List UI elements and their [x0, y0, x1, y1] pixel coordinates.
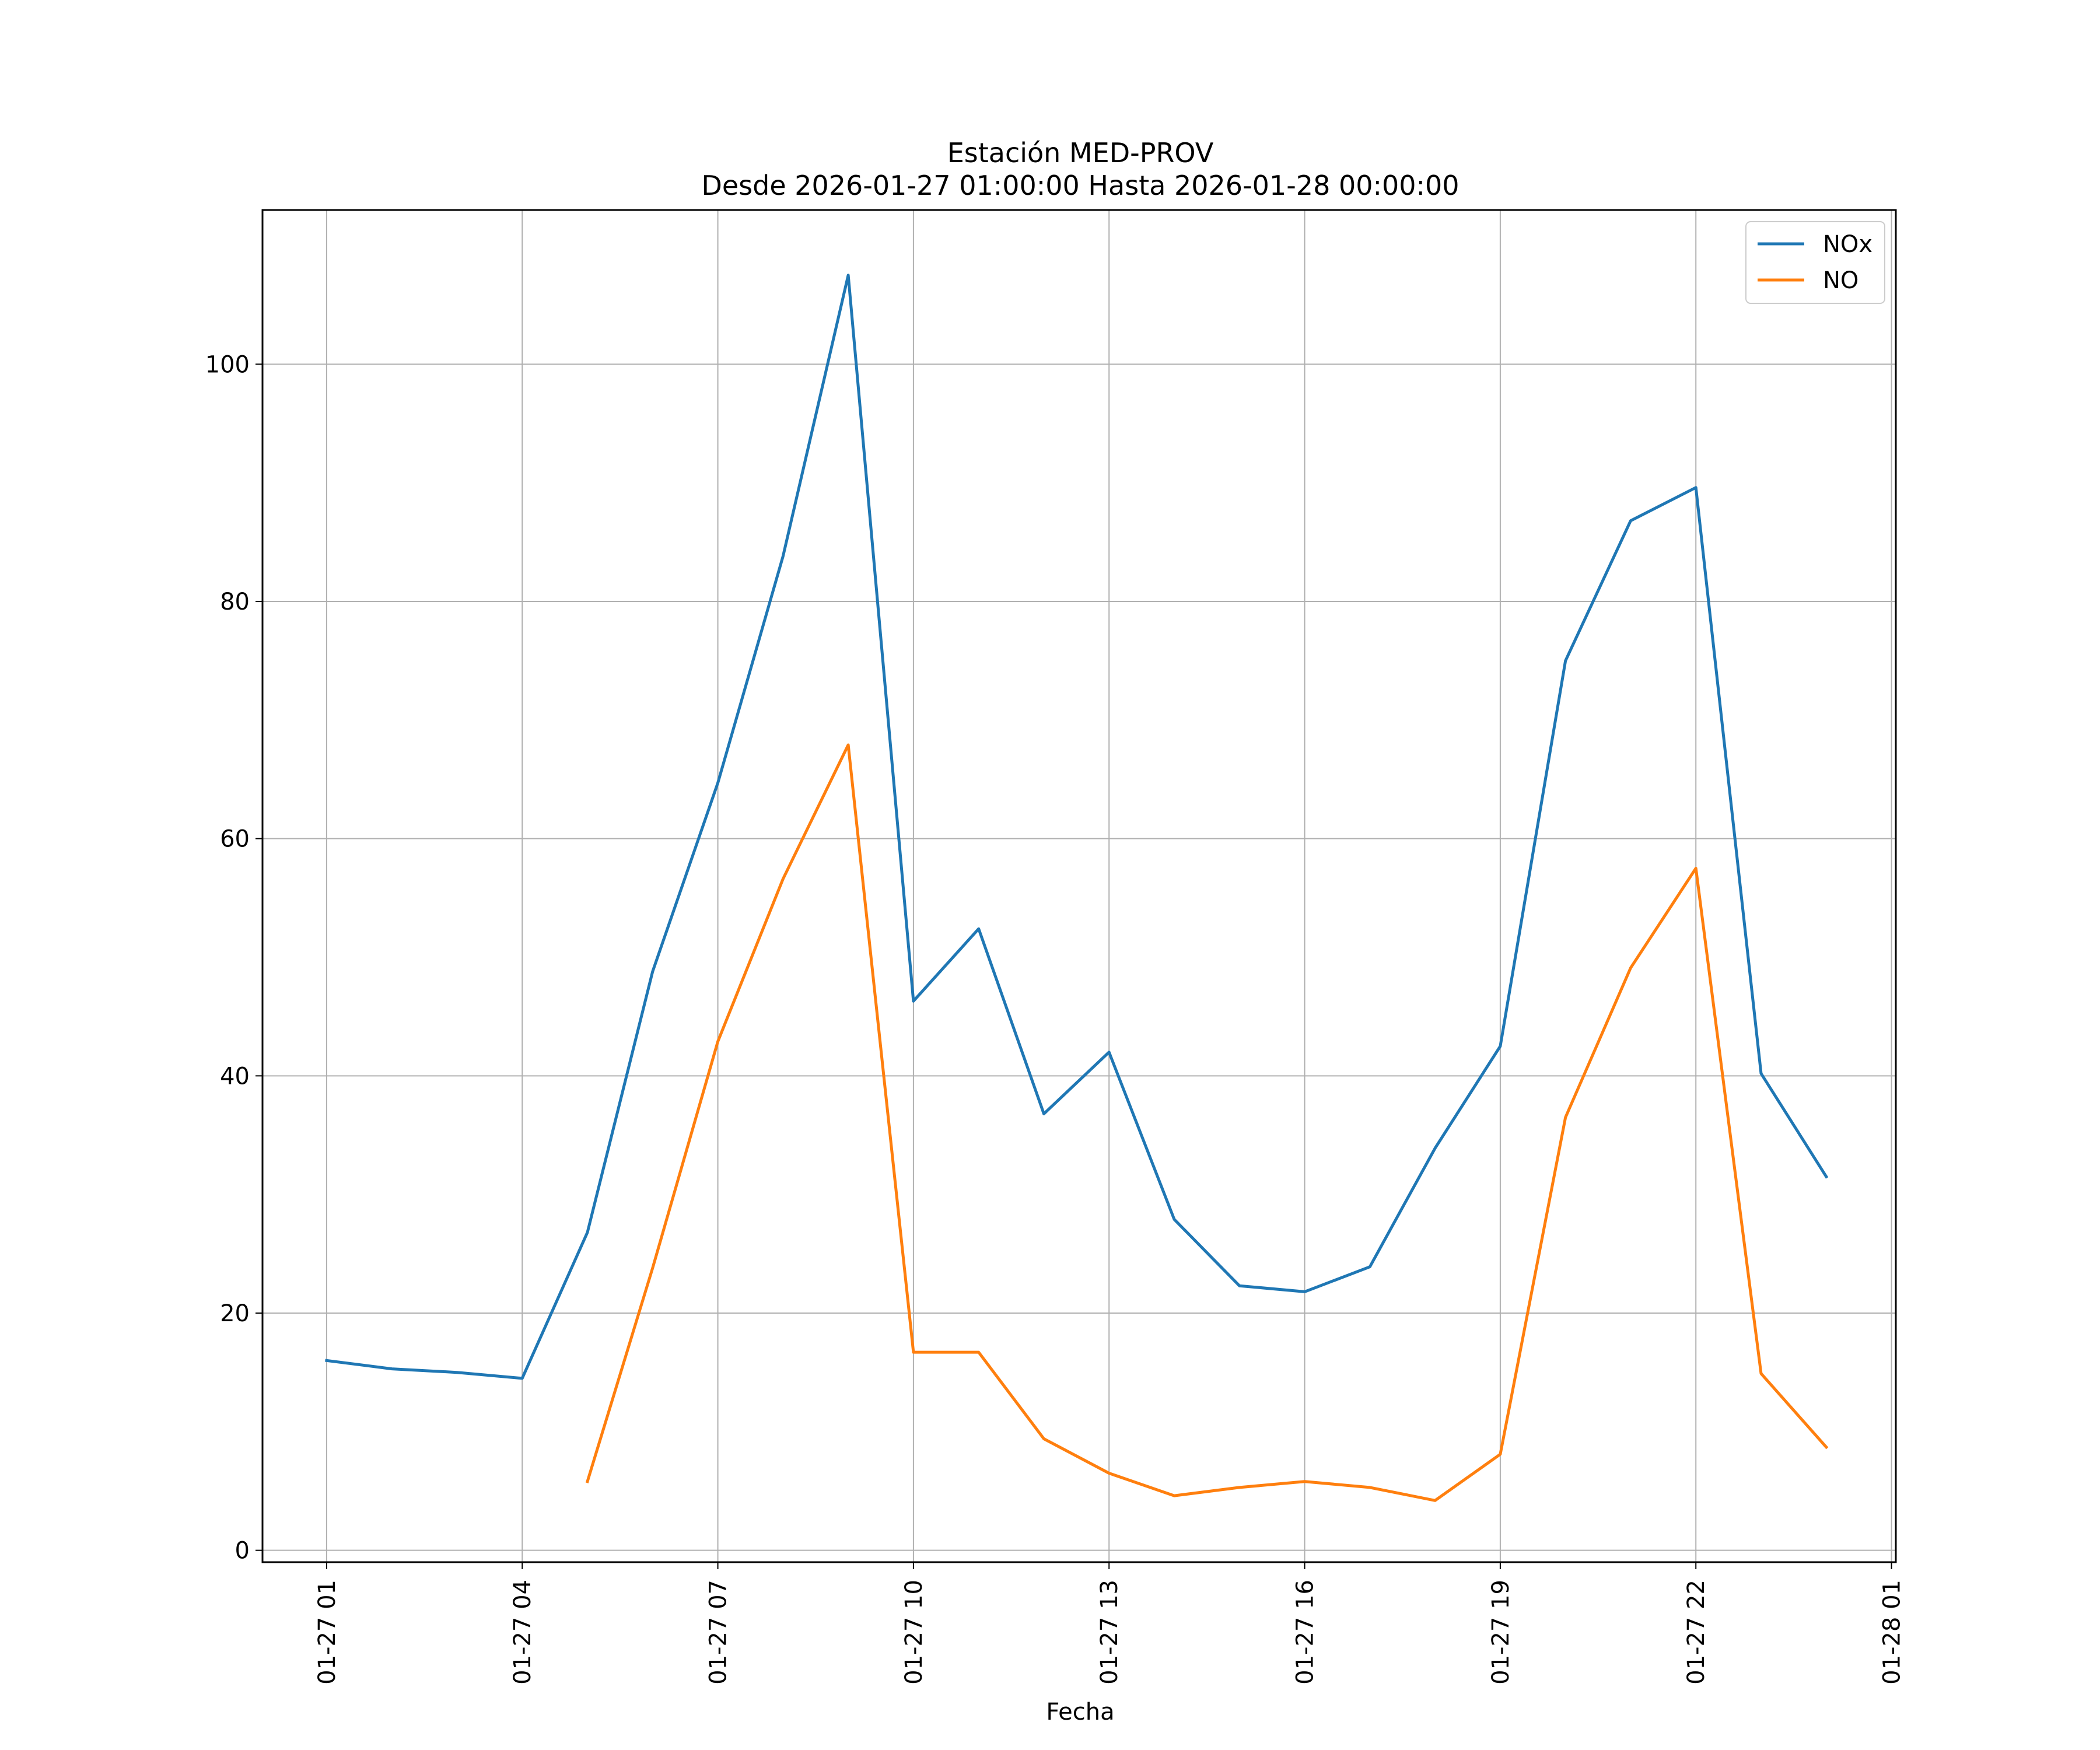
data-point-nox — [1760, 1073, 1762, 1074]
data-point-no — [1565, 1117, 1566, 1118]
legend-label-nox: NOx — [1823, 231, 1873, 258]
chart-title: Estación MED-PROV — [947, 137, 1214, 169]
series-line-nox — [325, 274, 1829, 1380]
data-point-no — [848, 744, 849, 746]
plot-frame — [261, 209, 1897, 1563]
x-tick-label: 01-27 22 — [1683, 1580, 1710, 1685]
data-point-no — [913, 1352, 914, 1353]
plot-series — [325, 274, 1829, 1502]
x-tick-label: 01-27 07 — [705, 1580, 732, 1685]
data-point-nox — [913, 1000, 914, 1002]
y-tick-label: 100 — [205, 351, 250, 378]
data-point-nox — [1565, 660, 1566, 662]
data-point-no — [978, 1352, 979, 1353]
legend-box — [1745, 221, 1885, 304]
data-point-nox — [587, 1232, 588, 1233]
y-tick-label: 80 — [220, 589, 250, 615]
data-point-nox — [1434, 1147, 1436, 1149]
y-tick-label: 20 — [220, 1300, 250, 1327]
data-point-nox — [1174, 1219, 1175, 1220]
series-line-no — [585, 743, 1829, 1502]
data-point-no — [1760, 1373, 1762, 1374]
data-point-no — [1239, 1487, 1240, 1488]
data-point-nox — [391, 1368, 393, 1370]
x-axis-label: Fecha — [1046, 1699, 1114, 1726]
x-tick-label: 01-27 13 — [1096, 1580, 1123, 1685]
data-point-no — [1108, 1473, 1110, 1474]
x-tick-label: 01-27 01 — [314, 1580, 341, 1685]
legend: NOx NO — [1745, 221, 1885, 304]
data-point-nox — [1630, 520, 1631, 522]
x-tick-label: 01-27 19 — [1488, 1580, 1514, 1685]
data-point-nox — [652, 971, 653, 972]
y-tick-label: 60 — [220, 826, 250, 853]
x-tick-label: 01-28 01 — [1879, 1580, 1906, 1685]
legend-label-no: NO — [1823, 267, 1859, 294]
x-tick-label: 01-27 10 — [901, 1580, 928, 1685]
y-tick-label: 40 — [220, 1063, 250, 1090]
data-point-no — [587, 1481, 588, 1482]
x-axis: 01-27 01 01-27 04 01-27 07 01-27 10 01-27 13… — [314, 1562, 1906, 1685]
x-tick-label: 01-27 16 — [1292, 1580, 1319, 1685]
data-point-nox — [326, 1360, 327, 1361]
chart-subtitle: Desde 2026-01-27 01:00:00 Hasta 2026-01-… — [701, 170, 1459, 201]
data-point-no — [1434, 1500, 1436, 1501]
grid-lines — [262, 210, 1896, 1562]
x-tick-label: 01-27 04 — [509, 1580, 536, 1685]
y-axis: 0 20 40 60 80 100 — [205, 351, 262, 1564]
data-point-no — [1304, 1481, 1306, 1482]
y-tick-label: 0 — [235, 1538, 250, 1564]
